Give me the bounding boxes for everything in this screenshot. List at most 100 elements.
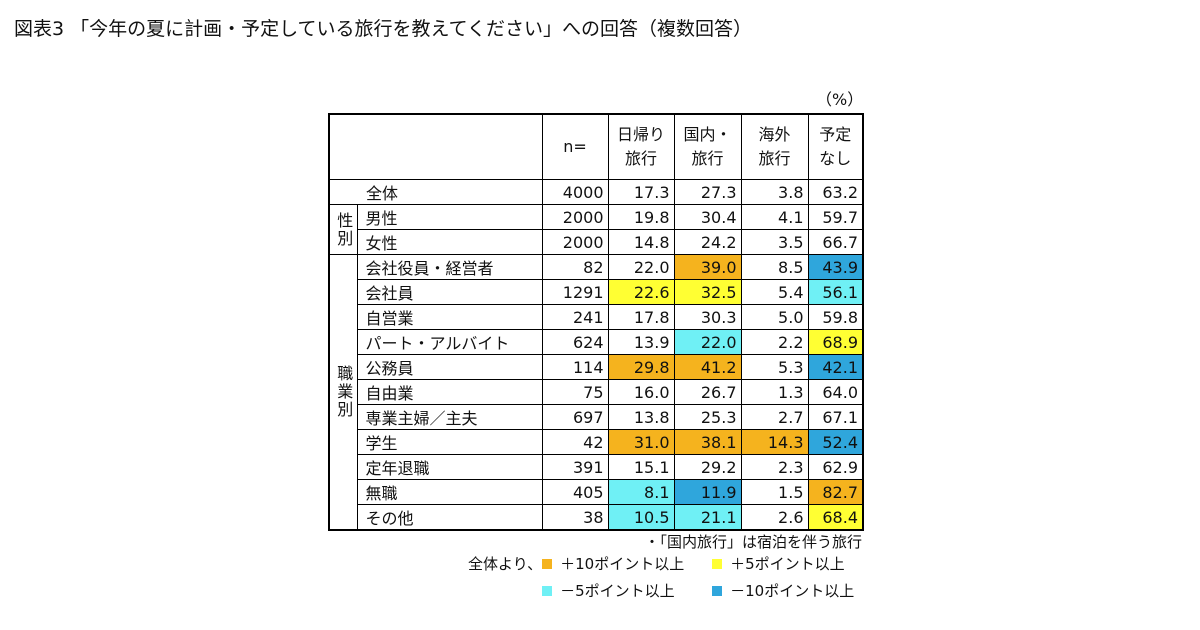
row-label: 男性: [356, 204, 543, 230]
legend-spacer: [468, 580, 542, 601]
legend-item: ＋10ポイント以上: [542, 553, 712, 574]
row-label: 定年退職: [356, 454, 543, 480]
value-cell: 63.2: [807, 179, 864, 205]
value-cell: 59.7: [807, 204, 864, 230]
header-cell: 海外 旅行: [740, 113, 809, 180]
value-cell: 1.5: [740, 479, 809, 505]
n-cell: 405: [541, 479, 609, 505]
data-row: その他 38 10.5 21.1 2.6 68.4: [329, 504, 864, 531]
legend-swatch: [712, 585, 723, 596]
n-cell: 697: [541, 404, 609, 430]
value-cell: 67.1: [807, 404, 864, 430]
value-cell: 14.8: [607, 229, 675, 255]
value-cell: 43.9: [807, 254, 864, 280]
value-cell: 5.0: [740, 304, 809, 330]
value-cell: 2.6: [740, 504, 809, 531]
value-cell: 3.8: [740, 179, 809, 205]
data-row: 公務員 114 29.8 41.2 5.3 42.1: [329, 354, 864, 380]
n-cell: 82: [541, 254, 609, 280]
header-cell: 日帰り 旅行: [607, 113, 675, 180]
row-label: パート・アルバイト: [356, 329, 543, 355]
row-label: その他: [356, 504, 543, 531]
header-cell: 予定 なし: [807, 113, 864, 180]
value-cell: 42.1: [807, 354, 864, 380]
value-cell: 17.8: [607, 304, 675, 330]
value-cell: 41.2: [673, 354, 742, 380]
legend-swatch: [542, 558, 553, 569]
group-text: 性別: [334, 211, 354, 248]
value-cell: 29.8: [607, 354, 675, 380]
value-cell: 22.0: [607, 254, 675, 280]
value-cell: 2.2: [740, 329, 809, 355]
header-row: n= 日帰り 旅行 国内・ 旅行 海外 旅行 予定 なし: [328, 113, 864, 180]
value-cell: 26.7: [673, 379, 742, 405]
n-cell: 114: [541, 354, 609, 380]
header-line: なし: [819, 149, 852, 168]
value-cell: 82.7: [807, 479, 864, 505]
note: ・「国内旅行」は宿泊を伴う旅行: [644, 533, 862, 551]
value-cell: 38.1: [673, 429, 742, 455]
value-cell: 8.1: [607, 479, 675, 505]
value-cell: 3.5: [740, 229, 809, 255]
legend-prefix: 全体より、: [468, 555, 543, 573]
group-text: 職業別: [334, 365, 354, 419]
legend-item: －5ポイント以上: [542, 580, 712, 601]
value-cell: 59.8: [807, 304, 864, 330]
value-cell: 22.6: [607, 279, 675, 305]
n-cell: 1291: [541, 279, 609, 305]
value-cell: 62.9: [807, 454, 864, 480]
value-cell: 14.3: [740, 429, 809, 455]
header-cell: n=: [541, 113, 609, 180]
legend-label: ＋10ポイント以上: [560, 555, 685, 573]
legend-item: －10ポイント以上: [712, 580, 854, 601]
legend-item: ＋5ポイント以上: [712, 553, 854, 574]
group-label: 職業別: [328, 254, 358, 531]
value-cell: 30.3: [673, 304, 742, 330]
data-row: 職業別 会社役員・経営者 82 22.0 39.0 8.5 43.9: [328, 254, 864, 531]
value-cell: 22.0: [673, 329, 742, 355]
group-label: 性別: [328, 204, 358, 255]
n-cell: 42: [541, 429, 609, 455]
row-label: 専業主婦／主夫: [356, 404, 543, 430]
header-line: 海外: [758, 125, 791, 144]
data-row: 会社員 1291 22.6 32.5 5.4 56.1: [329, 279, 864, 305]
value-cell: 2.7: [740, 404, 809, 430]
legend-label: －5ポイント以上: [560, 582, 675, 600]
n-cell: 4000: [541, 179, 609, 205]
legend-swatch: [542, 585, 553, 596]
row-label: 全体: [328, 179, 543, 205]
data-row: 自由業 75 16.0 26.7 1.3 64.0: [329, 379, 864, 405]
data-row: 定年退職 391 15.1 29.2 2.3 62.9: [329, 454, 864, 480]
corner-cell: [328, 113, 543, 180]
value-cell: 30.4: [673, 204, 742, 230]
n-cell: 624: [541, 329, 609, 355]
row-label: 学生: [356, 429, 543, 455]
value-cell: 15.1: [607, 454, 675, 480]
value-cell: 21.1: [673, 504, 742, 531]
value-cell: 5.4: [740, 279, 809, 305]
value-cell: 56.1: [807, 279, 864, 305]
data-row: 自営業 241 17.8 30.3 5.0 59.8: [329, 304, 864, 330]
header-line: 旅行: [758, 149, 791, 168]
value-cell: 13.8: [607, 404, 675, 430]
value-cell: 5.3: [740, 354, 809, 380]
header-line: 旅行: [691, 149, 724, 168]
value-cell: 8.5: [740, 254, 809, 280]
header-line: 旅行: [624, 149, 657, 168]
data-row: パート・アルバイト 624 13.9 22.0 2.2 68.9: [329, 329, 864, 355]
row-label: 公務員: [356, 354, 543, 380]
title: 図表3 「今年の夏に計画・予定している旅行を教えてください」への回答（複数回答）: [14, 18, 753, 40]
row-label: 会社員: [356, 279, 543, 305]
value-cell: 64.0: [807, 379, 864, 405]
value-cell: 29.2: [673, 454, 742, 480]
value-cell: 32.5: [673, 279, 742, 305]
value-cell: 52.4: [807, 429, 864, 455]
n-cell: 75: [541, 379, 609, 405]
value-cell: 10.5: [607, 504, 675, 531]
n-cell: 2000: [541, 229, 609, 255]
header-cell: 国内・ 旅行: [673, 113, 742, 180]
row-label: 無職: [356, 479, 543, 505]
value-cell: 1.3: [740, 379, 809, 405]
legend-swatch: [712, 558, 723, 569]
